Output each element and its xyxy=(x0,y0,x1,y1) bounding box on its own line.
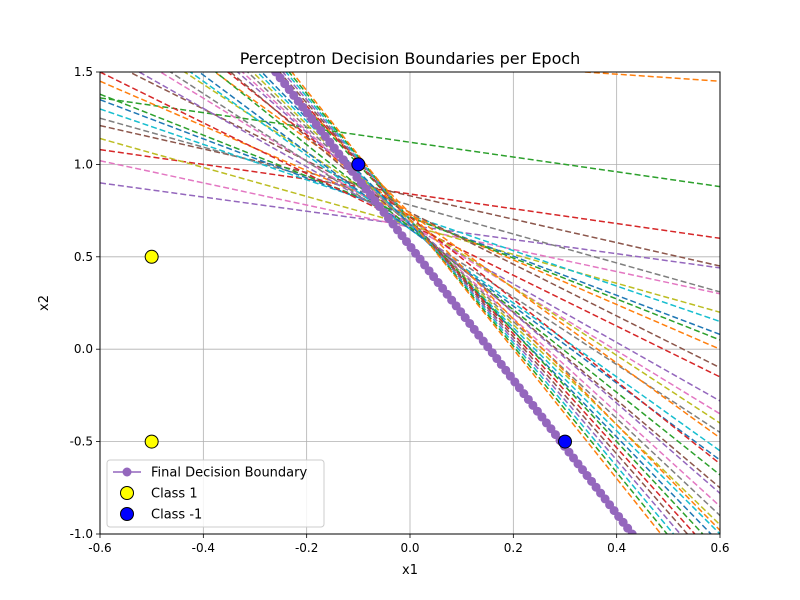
epoch-boundary-line-38 xyxy=(290,72,662,534)
epoch-boundary-line-3 xyxy=(100,148,720,240)
x-tick-label: -0.6 xyxy=(88,541,111,555)
epoch-boundary-line-1 xyxy=(574,72,720,82)
epoch-boundary-line-20 xyxy=(197,72,720,461)
x-tick-label: 0.2 xyxy=(504,541,523,555)
legend: Final Decision Boundary Class 1 Class -1 xyxy=(106,459,325,528)
epoch-boundary-line-2 xyxy=(100,97,720,188)
y-axis-ticks: -1.0 -0.5 0.0 0.5 1.0 1.5 xyxy=(70,65,100,541)
y-tick-label: 1.5 xyxy=(74,65,93,79)
y-tick-label: -0.5 xyxy=(70,435,93,449)
data-point-class-neg1 xyxy=(351,157,366,172)
epoch-boundary-line-25 xyxy=(236,72,720,494)
legend-marker-swatch xyxy=(122,467,132,477)
epoch-boundary-line-31 xyxy=(270,72,720,531)
x-tick-label: 0.6 xyxy=(710,541,729,555)
data-point-class-1 xyxy=(144,434,159,449)
epoch-boundary-line-29 xyxy=(256,72,720,534)
x-tick-label: -0.2 xyxy=(295,541,318,555)
epoch-boundary-line-22 xyxy=(214,72,720,476)
data-points xyxy=(144,157,572,449)
chart-title: Perceptron Decision Boundaries per Epoch xyxy=(240,49,581,68)
legend-label: Class -1 xyxy=(151,508,202,523)
legend-box xyxy=(106,459,325,528)
epoch-boundary-line-30 xyxy=(260,72,713,534)
final-decision-boundary xyxy=(271,72,637,534)
legend-label: Final Decision Boundary xyxy=(151,466,307,481)
x-tick-label: 0.4 xyxy=(607,541,626,555)
x-axis-ticks: -0.6 -0.4 -0.2 0.0 0.2 0.4 0.6 xyxy=(88,534,730,555)
y-tick-label: -1.0 xyxy=(70,527,93,541)
epoch-boundary-line-35 xyxy=(281,72,682,534)
epoch-boundary-line-5 xyxy=(100,182,720,269)
epoch-boundaries xyxy=(100,72,720,534)
epoch-boundary-line-4 xyxy=(100,124,720,267)
y-tick-label: 0.0 xyxy=(74,342,93,356)
epoch-boundary-line-23 xyxy=(226,72,720,465)
x-axis-label: x1 xyxy=(402,563,418,578)
data-point-class-neg1 xyxy=(558,434,572,449)
y-axis-label: x2 xyxy=(37,295,52,311)
y-tick-label: 1.0 xyxy=(74,157,93,171)
data-point-class-1 xyxy=(144,249,159,264)
epoch-boundary-line-10 xyxy=(100,99,720,336)
epoch-boundary-line-19 xyxy=(189,72,720,452)
epoch-boundary-line-11 xyxy=(100,80,720,350)
epoch-boundary-line-7 xyxy=(100,117,720,293)
legend-label: Class 1 xyxy=(151,487,198,502)
final-boundary-marker xyxy=(627,529,637,534)
legend-marker-swatch xyxy=(120,486,134,500)
epoch-boundary-line-8 xyxy=(100,137,720,313)
legend-marker-swatch xyxy=(120,507,134,521)
x-tick-label: -0.4 xyxy=(192,541,215,555)
x-tick-label: 0.0 xyxy=(400,541,419,555)
y-tick-label: 0.5 xyxy=(74,250,93,264)
